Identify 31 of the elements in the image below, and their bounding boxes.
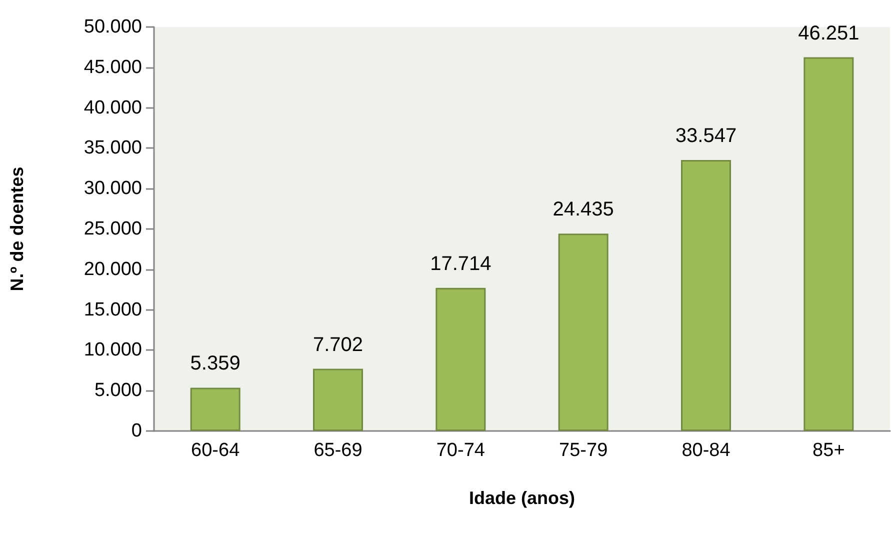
bar: [436, 288, 486, 431]
x-tick-label: 60-64: [191, 440, 240, 461]
x-tick-label: 80-84: [682, 440, 731, 461]
x-axis-title: Idade (anos): [468, 488, 576, 508]
y-tick-label: 10.000: [84, 340, 142, 361]
data-label: 5.359: [190, 352, 240, 375]
y-tick-label: 35.000: [84, 138, 142, 159]
y-tick-label: 45.000: [84, 56, 142, 78]
data-label: 7.702: [312, 334, 364, 356]
data-label: 33.547: [675, 124, 737, 147]
y-tick-label: 0: [131, 420, 142, 442]
bar: [804, 57, 854, 431]
data-label: 46.251: [798, 22, 860, 44]
x-tick-label: 85+: [812, 440, 845, 461]
y-axis-title: N.º de doentes: [7, 166, 27, 292]
y-tick-label: 50.000: [84, 16, 142, 38]
y-tick-label: 15.000: [84, 299, 142, 320]
data-label: 17.714: [430, 252, 492, 275]
data-label: 24.435: [552, 198, 614, 221]
x-tick-label: 75-79: [559, 440, 608, 461]
bar: [313, 368, 363, 431]
y-tick-label: 20.000: [84, 258, 142, 280]
bar: [558, 234, 608, 431]
y-tick-label: 40.000: [84, 97, 142, 118]
x-tick-label: 65-69: [314, 440, 362, 461]
bar: [190, 388, 240, 431]
y-tick-label: 5.000: [94, 380, 142, 402]
y-tick-label: 30.000: [84, 178, 142, 200]
bar: [681, 160, 731, 431]
x-tick-label: 70-74: [436, 440, 486, 461]
y-tick-label: 25.000: [84, 218, 142, 240]
